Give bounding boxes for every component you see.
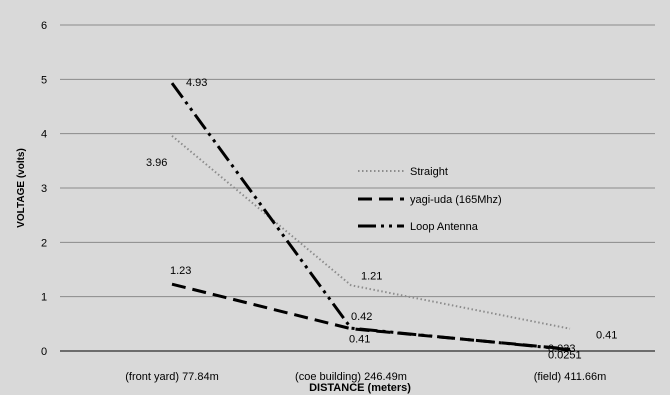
y-tick-label: 3 bbox=[41, 183, 47, 195]
series-line-1 bbox=[171, 135, 571, 330]
legend-entry: Straight bbox=[410, 166, 448, 178]
legend-entry: yagi-uda (165Mhz) bbox=[410, 194, 502, 206]
y-tick-label: 2 bbox=[41, 237, 47, 249]
series-line-3 bbox=[170, 82, 571, 352]
y-tick-label: 6 bbox=[41, 20, 47, 32]
data-label: 0.41 bbox=[349, 334, 370, 346]
data-label: 0.42 bbox=[351, 311, 372, 323]
x-tick-label: (coe building) 246.49m bbox=[295, 371, 407, 383]
data-label: 4.93 bbox=[186, 77, 207, 89]
data-label: 1.21 bbox=[361, 270, 382, 282]
x-tick-label: (front yard) 77.84m bbox=[125, 371, 219, 383]
y-tick-label: 5 bbox=[41, 74, 47, 86]
legend-entry: Loop Antenna bbox=[410, 221, 479, 233]
data-label: 1.23 bbox=[170, 265, 191, 277]
x-tick-label: (field) 411.66m bbox=[534, 371, 607, 383]
data-label: 3.96 bbox=[146, 157, 167, 169]
y-tick-label: 4 bbox=[41, 129, 47, 141]
y-tick-label: 0 bbox=[41, 346, 47, 358]
data-label: 0.0251 bbox=[548, 350, 582, 362]
y-tick-label: 1 bbox=[41, 292, 47, 304]
x-axis-title: DISTANCE (meters) bbox=[309, 382, 411, 394]
y-axis-title: VOLTAGE (volts) bbox=[16, 148, 27, 228]
data-label: 0.41 bbox=[596, 330, 617, 342]
